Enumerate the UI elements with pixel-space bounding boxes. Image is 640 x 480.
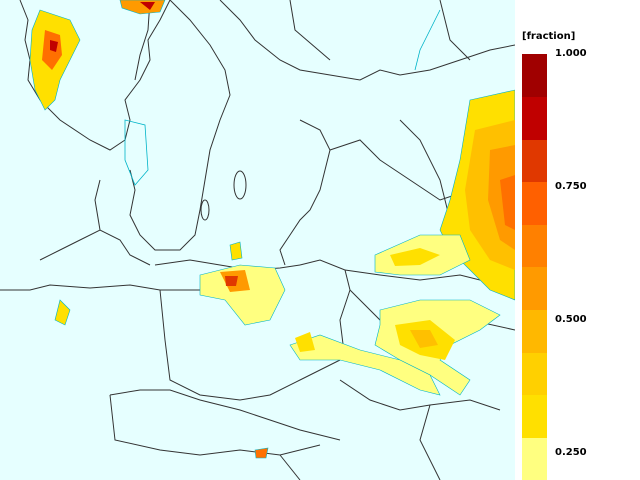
colorbar-segment — [522, 394, 547, 438]
colorbar — [522, 54, 547, 480]
colorbar-tick-label: 0.500 — [555, 314, 587, 325]
colorbar-segment — [522, 267, 547, 310]
colorbar-segment — [522, 437, 547, 480]
fraction-field — [29, 0, 515, 459]
colorbar-segment — [522, 352, 547, 396]
colorbar-segment — [522, 54, 547, 97]
colorbar-tick-label: 0.250 — [555, 447, 587, 458]
coastlines-borders — [0, 0, 515, 480]
colorbar-tick-label: 0.750 — [555, 181, 587, 192]
legend-unit-label: [fraction] — [522, 31, 576, 42]
colorbar-tick-label: 1.000 — [555, 48, 587, 59]
colorbar-segment — [522, 309, 547, 353]
colorbar-segment — [522, 181, 547, 225]
legend-panel: [fraction] 1.000 0.750 0.500 0.250 — [515, 0, 640, 480]
map-canvas — [0, 0, 515, 480]
colorbar-segment — [522, 139, 547, 183]
colorbar-segment — [522, 96, 547, 140]
colorbar-segment — [522, 224, 547, 268]
